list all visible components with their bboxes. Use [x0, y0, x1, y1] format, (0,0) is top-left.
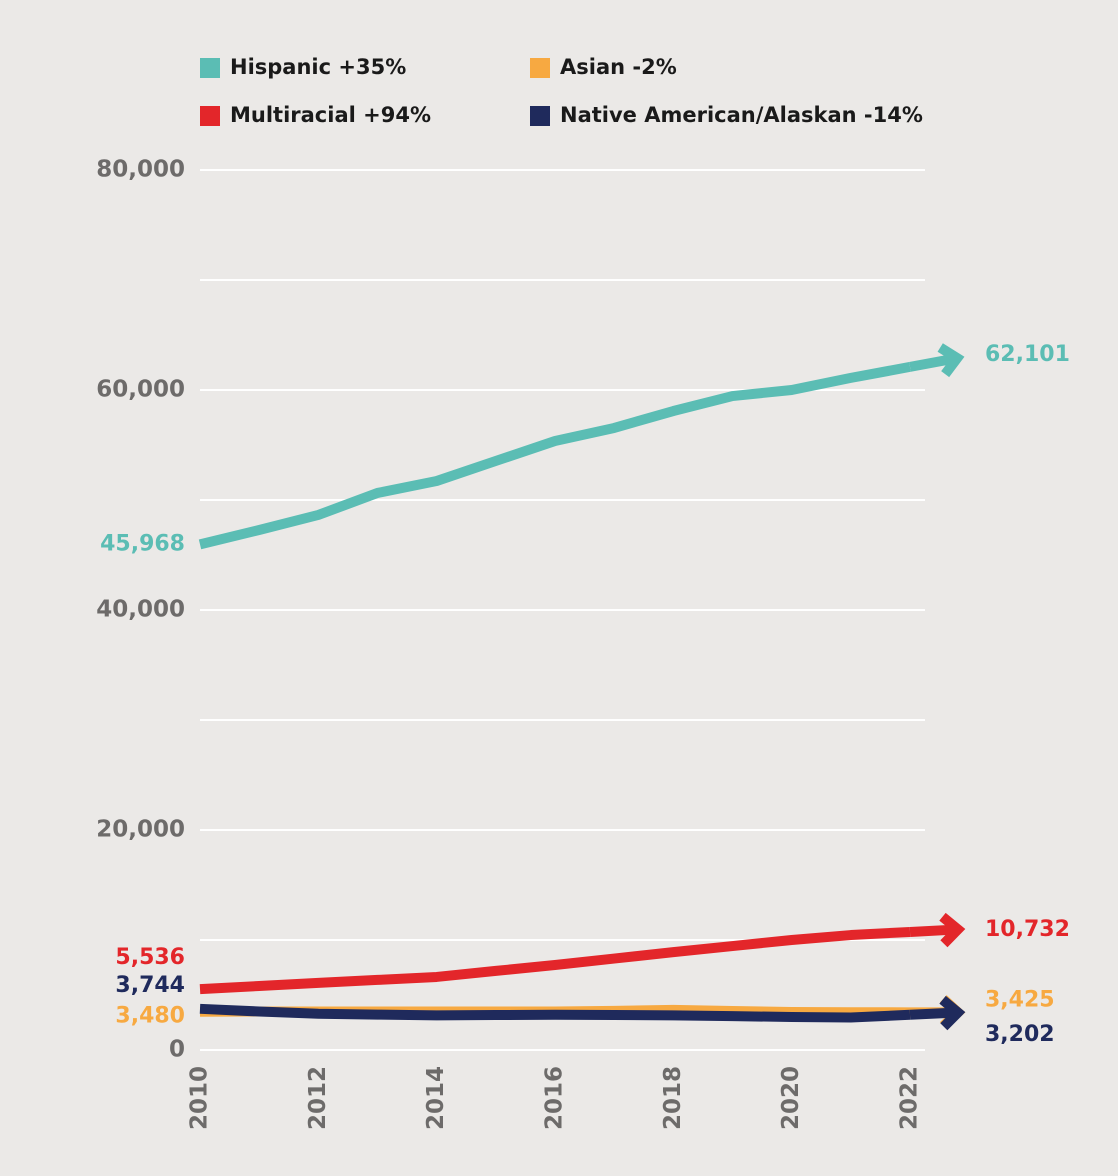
y-tick-label: 0	[169, 1037, 185, 1063]
arrow-shaft	[909, 1007, 959, 1020]
line	[199, 926, 911, 995]
x-tick-label: 2020	[778, 1066, 804, 1130]
value-label: 62,101	[985, 342, 1070, 367]
legend-label: Hispanic +35%	[230, 55, 406, 79]
line	[198, 361, 911, 550]
arrowhead	[939, 995, 966, 1031]
y-tick-label: 40,000	[96, 597, 185, 623]
legend-label: Native American/Alaskan -14%	[560, 103, 923, 127]
legend-label: Asian -2%	[560, 55, 677, 79]
arrow-shaft	[909, 353, 959, 372]
x-tick-label: 2014	[423, 1066, 449, 1130]
y-tick-label: 60,000	[96, 377, 185, 403]
value-label: 45,968	[100, 531, 185, 556]
arrowhead	[937, 343, 965, 378]
value-label: 10,732	[985, 917, 1070, 942]
legend-label: Multiracial +94%	[230, 103, 431, 127]
arrowhead	[939, 912, 966, 948]
legend-swatch	[530, 106, 550, 126]
value-label: 3,744	[115, 973, 185, 998]
legend-swatch	[200, 58, 220, 78]
arrow-shaft	[909, 924, 959, 937]
x-tick-label: 2010	[187, 1066, 213, 1130]
legend-swatch	[530, 58, 550, 78]
x-tick-label: 2012	[305, 1066, 331, 1130]
x-tick-label: 2016	[542, 1066, 568, 1130]
legend-swatch	[200, 106, 220, 126]
value-label: 3,202	[985, 1022, 1055, 1047]
value-label: 3,480	[115, 1004, 185, 1029]
value-label: 5,536	[115, 945, 185, 970]
x-tick-label: 2022	[897, 1066, 923, 1130]
y-tick-label: 20,000	[96, 817, 185, 843]
y-tick-label: 80,000	[96, 157, 185, 183]
x-tick-label: 2018	[660, 1066, 686, 1130]
line	[199, 1003, 911, 1023]
value-label: 3,425	[985, 987, 1055, 1012]
